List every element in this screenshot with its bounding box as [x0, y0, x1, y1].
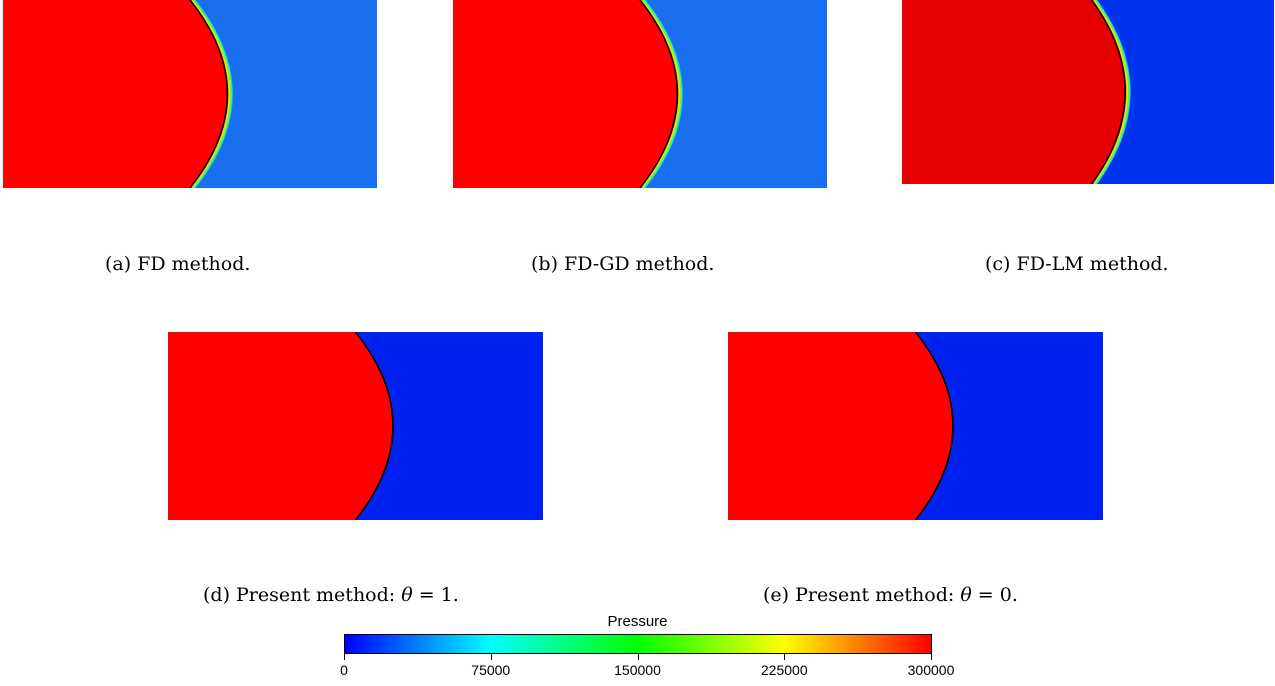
caption-e-theta: θ	[960, 584, 972, 606]
panel-d	[168, 332, 543, 520]
caption-e-value: = 0.	[971, 584, 1018, 606]
colorbar-title: Pressure	[607, 613, 668, 630]
colorbar-tick	[344, 654, 345, 660]
low-pressure-region-e	[728, 332, 953, 520]
pressure-field-b	[453, 0, 827, 188]
interface-line-b	[639, 0, 679, 188]
low-pressure-region-a	[3, 0, 228, 188]
interface-line-d	[354, 332, 394, 520]
pressure-field-e	[728, 332, 1103, 520]
low-pressure-region-b	[453, 0, 678, 188]
caption-b-text: (b) FD-GD method.	[531, 253, 715, 275]
caption-e-text: (e) Present method:	[763, 584, 961, 606]
pressure-field-c	[902, 0, 1274, 184]
colorbar-tick	[931, 654, 932, 660]
pressure-field-d	[168, 332, 543, 520]
caption-d-value: = 1.	[412, 584, 459, 606]
colorbar-tick-label: 300000	[907, 662, 955, 678]
smear-band-b	[644, 0, 683, 188]
smear-band-c	[1094, 0, 1131, 184]
caption-d-text: (d) Present method:	[203, 584, 402, 606]
colorbar-tick-label: 0	[340, 662, 348, 678]
panel-a	[3, 0, 377, 188]
caption-a: (a) FD method.	[105, 253, 250, 275]
interface-line-a	[189, 0, 229, 188]
interface-line-c	[1091, 0, 1126, 184]
colorbar	[344, 634, 932, 654]
smear-band-c	[1096, 0, 1131, 184]
smear-band-a	[194, 0, 233, 188]
caption-e: (e) Present method: θ = 0.	[763, 584, 1018, 606]
smear-band-a	[193, 0, 233, 188]
colorbar-tick	[637, 654, 639, 660]
caption-a-text: (a) FD method.	[105, 253, 251, 275]
colorbar-tick-label: 150000	[614, 662, 661, 678]
caption-d-theta: θ	[401, 584, 413, 606]
panel-c	[902, 0, 1274, 184]
colorbar-tick-label: 75000	[471, 662, 511, 678]
smear-band-b	[643, 0, 683, 188]
panel-e	[728, 332, 1103, 520]
caption-c: (c) FD-LM method.	[985, 253, 1169, 275]
colorbar-tick	[784, 654, 786, 660]
low-pressure-region-d	[168, 332, 393, 520]
pressure-field-a	[3, 0, 377, 188]
colorbar-tick	[490, 654, 492, 660]
caption-d: (d) Present method: θ = 1.	[203, 584, 459, 606]
interface-line-e	[914, 332, 954, 520]
caption-c-text: (c) FD-LM method.	[985, 253, 1169, 275]
colorbar-tick-label: 225000	[760, 662, 808, 678]
low-pressure-region-c	[902, 0, 1126, 184]
caption-b: (b) FD-GD method.	[531, 253, 714, 275]
panel-b	[453, 0, 827, 188]
